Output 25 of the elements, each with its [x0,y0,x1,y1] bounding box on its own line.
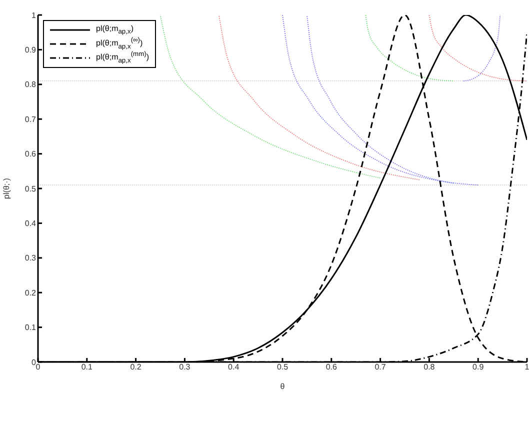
x-tick-label: 0.4 [228,362,240,372]
x-tick-label: 0.2 [130,362,142,372]
y-tick-label: 1 [32,10,37,20]
y-tick-label: 0.6 [24,150,37,159]
x-tick-label: 0.6 [326,362,338,372]
x-tick-label: 0.9 [472,362,484,372]
x-tick-label: 0.3 [179,362,191,372]
x-tick-label: 0.8 [424,362,436,372]
legend-label: pl(θ;m$_{ap,x}$$^{(∞)}$) [96,37,143,51]
y-tick-label: 0.3 [24,254,37,263]
x-tick-label: 0.5 [276,362,289,372]
legend-label: pl(θ;m$_{ap,x}$) [96,24,134,36]
y-tick-label: 0.2 [24,288,37,298]
y-axis-title: pl(θ;·) [2,178,11,199]
y-tick-label: 0.7 [24,114,37,124]
y-tick-label: 0.5 [24,184,37,194]
x-axis-title: θ [280,382,286,391]
y-tick-label: 0.1 [24,323,37,332]
x-tick-label: 0.7 [374,362,386,372]
x-tick-label: 0.1 [81,362,94,372]
y-tick-label: 0.4 [24,219,37,228]
x-tick-label: 1 [524,362,529,372]
legend-label: pl(θ;m$_{ap,x}$$^{(mm)}$) [96,51,150,65]
y-tick-label: 0.9 [24,46,37,55]
y-tick-label: 0.8 [24,80,37,90]
